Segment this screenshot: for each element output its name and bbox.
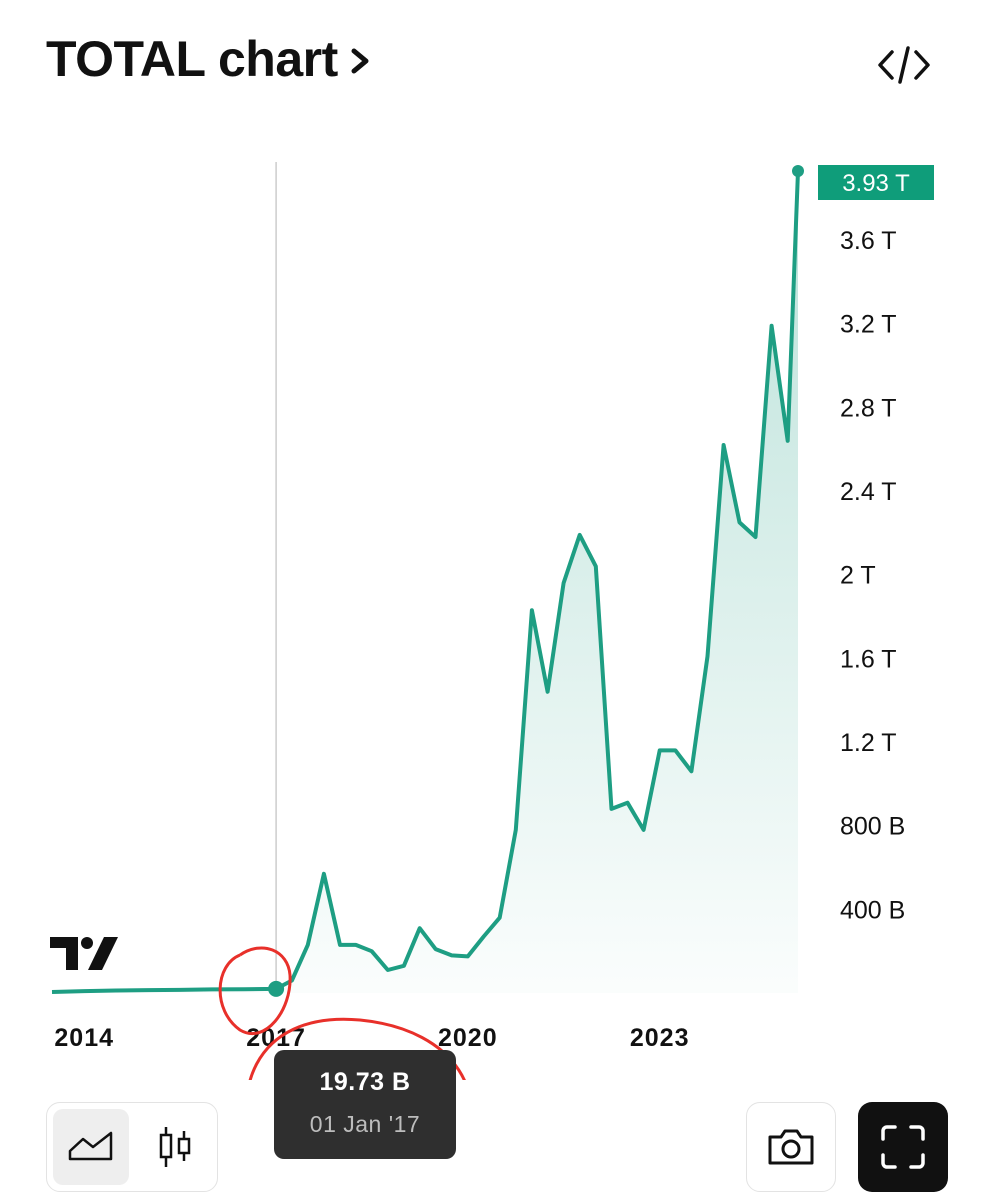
chart-title-link[interactable]: TOTAL chart xyxy=(46,30,380,88)
x-tick-label: 2020 xyxy=(438,1024,498,1052)
y-tick-label: 400 B xyxy=(840,896,905,924)
y-tick-label: 3.2 T xyxy=(840,311,897,339)
chevron-right-icon xyxy=(351,48,369,74)
last-value-badge xyxy=(818,165,934,200)
y-tick-label: 1.2 T xyxy=(840,729,897,757)
annotation-circle-tooltip xyxy=(248,1017,466,1080)
area-chart-button[interactable] xyxy=(53,1109,129,1185)
series-line xyxy=(51,170,800,994)
code-embed-icon[interactable] xyxy=(872,40,936,90)
chart-canvas[interactable]: 400 B 800 B 1.2 T 1.6 T 2 T 2.4 T 2.8 T 3.2 T 3.… xyxy=(0,0,994,1080)
tooltip-date: 01 Jan '17 xyxy=(309,1111,421,1137)
area-chart-icon xyxy=(68,1131,113,1161)
y-tick-label: 2.8 T xyxy=(840,394,897,422)
y-tick-label: 2.4 T xyxy=(840,478,897,506)
candlestick-icon xyxy=(159,1127,191,1167)
y-tick-label: 1.6 T xyxy=(840,645,897,673)
annotation-circle-point xyxy=(218,946,292,1036)
y-tick-label: 2 T xyxy=(840,562,876,590)
last-point xyxy=(792,165,804,177)
x-tick-label: 2014 xyxy=(54,1024,114,1052)
chart-style-toggle xyxy=(46,1102,218,1192)
fullscreen-icon xyxy=(881,1125,925,1169)
tooltip-value: 19.73 B xyxy=(319,1068,411,1096)
series-area xyxy=(52,171,798,993)
snapshot-button[interactable] xyxy=(746,1102,836,1192)
tradingview-logo xyxy=(50,937,118,970)
y-tick-label: 3.6 T xyxy=(840,227,897,255)
candlestick-button[interactable] xyxy=(137,1109,213,1185)
camera-icon xyxy=(768,1129,814,1165)
crosshair-tooltip: 19.73 B 01 Jan '17 xyxy=(274,1050,456,1159)
crosshair-point xyxy=(268,980,285,997)
x-tick-label: 2023 xyxy=(630,1024,690,1052)
fullscreen-button[interactable] xyxy=(858,1102,948,1192)
y-tick-label: 800 B xyxy=(840,813,905,841)
last-value-label: 3.93 T xyxy=(842,170,910,197)
page-title: TOTAL chart xyxy=(46,31,338,87)
